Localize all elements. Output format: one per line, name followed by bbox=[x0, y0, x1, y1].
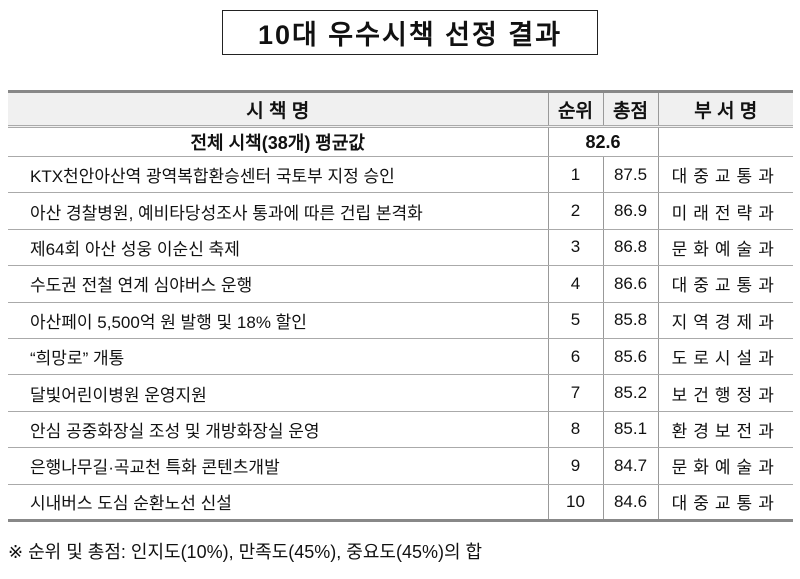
department: 대중교통과 bbox=[657, 156, 793, 194]
table-row: 시내버스 도심 순환노선 신설 10 84.6 대중교통과 bbox=[8, 484, 793, 522]
table-header: 시 책 명 순위 총점 부 서 명 bbox=[8, 90, 793, 128]
department: 문화예술과 bbox=[657, 229, 793, 267]
department: 보건행정과 bbox=[657, 374, 793, 412]
policy-name: 안심 공중화장실 조성 및 개방화장실 운영 bbox=[8, 411, 548, 449]
policy-name: 아산 경찰병원, 예비타당성조사 통과에 따른 건립 본격화 bbox=[8, 192, 548, 230]
average-dept bbox=[657, 126, 793, 157]
policy-name: 은행나무길·곡교천 특화 콘텐츠개발 bbox=[8, 447, 548, 485]
policy-name: 수도권 전철 연계 심야버스 운행 bbox=[8, 265, 548, 303]
policy-name: “희망로” 개통 bbox=[8, 338, 548, 376]
score: 85.8 bbox=[602, 302, 658, 339]
rank: 3 bbox=[547, 229, 603, 267]
footnote: ※ 순위 및 총점: 인지도(10%), 만족도(45%), 중요도(45%)의… bbox=[8, 542, 483, 562]
rank: 9 bbox=[547, 447, 603, 485]
table-row: 아산페이 5,500억 원 발행 및 18% 할인 5 85.8 지역경제과 bbox=[8, 302, 793, 339]
header-dept: 부 서 명 bbox=[657, 90, 793, 128]
score: 86.8 bbox=[602, 229, 658, 267]
table-row: KTX천안아산역 광역복합환승센터 국토부 지정 승인 1 87.5 대중교통과 bbox=[8, 156, 793, 194]
average-label: 전체 시책(38개) 평균값 bbox=[8, 126, 548, 157]
department: 미래전략과 bbox=[657, 192, 793, 230]
rank: 10 bbox=[547, 484, 603, 522]
average-row: 전체 시책(38개) 평균값 82.6 bbox=[8, 126, 793, 157]
rank: 1 bbox=[547, 156, 603, 194]
department: 문화예술과 bbox=[657, 447, 793, 485]
score: 85.6 bbox=[602, 338, 658, 376]
department: 환경보전과 bbox=[657, 411, 793, 449]
policy-name: 아산페이 5,500억 원 발행 및 18% 할인 bbox=[8, 302, 548, 339]
table-row: 제64회 아산 성웅 이순신 축제 3 86.8 문화예술과 bbox=[8, 229, 793, 267]
score: 84.6 bbox=[602, 484, 658, 522]
policy-name: KTX천안아산역 광역복합환승센터 국토부 지정 승인 bbox=[8, 156, 548, 194]
department: 대중교통과 bbox=[657, 484, 793, 522]
policy-name: 달빛어린이병원 운영지원 bbox=[8, 374, 548, 412]
department: 도로시설과 bbox=[657, 338, 793, 376]
table-row: 아산 경찰병원, 예비타당성조사 통과에 따른 건립 본격화 2 86.9 미래전략과 bbox=[8, 192, 793, 230]
results-table: 시 책 명 순위 총점 부 서 명 전체 시책(38개) 평균값 82.6 KT… bbox=[8, 90, 793, 522]
rank: 2 bbox=[547, 192, 603, 230]
rank: 6 bbox=[547, 338, 603, 376]
rank: 5 bbox=[547, 302, 603, 339]
rank: 4 bbox=[547, 265, 603, 303]
table-row: “희망로” 개통 6 85.6 도로시설과 bbox=[8, 338, 793, 376]
department: 지역경제과 bbox=[657, 302, 793, 339]
header-name: 시 책 명 bbox=[8, 90, 548, 128]
score: 86.9 bbox=[602, 192, 658, 230]
average-score: 82.6 bbox=[547, 126, 658, 157]
table-row: 수도권 전철 연계 심야버스 운행 4 86.6 대중교통과 bbox=[8, 265, 793, 303]
policy-name: 제64회 아산 성웅 이순신 축제 bbox=[8, 229, 548, 267]
department: 대중교통과 bbox=[657, 265, 793, 303]
rank: 8 bbox=[547, 411, 603, 449]
header-score: 총점 bbox=[602, 90, 658, 128]
table-row: 안심 공중화장실 조성 및 개방화장실 운영 8 85.1 환경보전과 bbox=[8, 411, 793, 449]
score: 85.1 bbox=[602, 411, 658, 449]
policy-name: 시내버스 도심 순환노선 신설 bbox=[8, 484, 548, 522]
score: 86.6 bbox=[602, 265, 658, 303]
score: 84.7 bbox=[602, 447, 658, 485]
header-rank: 순위 bbox=[547, 90, 603, 128]
table-row: 달빛어린이병원 운영지원 7 85.2 보건행정과 bbox=[8, 374, 793, 412]
table-row: 은행나무길·곡교천 특화 콘텐츠개발 9 84.7 문화예술과 bbox=[8, 447, 793, 485]
score: 85.2 bbox=[602, 374, 658, 412]
rank: 7 bbox=[547, 374, 603, 412]
page-title: 10대 우수시책 선정 결과 bbox=[222, 10, 598, 55]
score: 87.5 bbox=[602, 156, 658, 194]
